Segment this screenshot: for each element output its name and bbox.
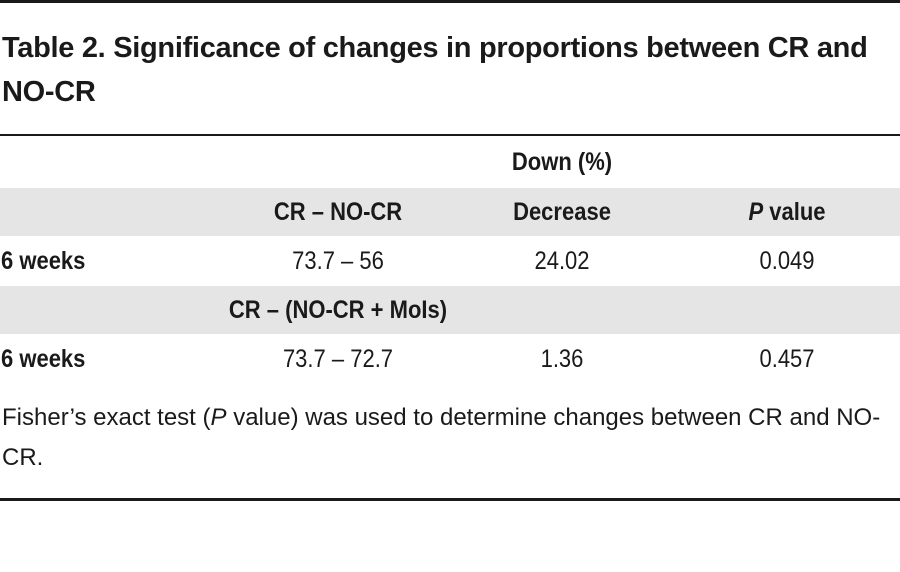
column-header-decrease: Decrease: [513, 198, 611, 226]
table-footnote: Fisher’s exact test (P value) was used t…: [2, 398, 892, 478]
footnote-pre: Fisher’s exact test (: [2, 404, 211, 431]
table-title: Table 2. Significance of changes in prop…: [2, 32, 868, 108]
row-2-label: 6 weeks: [1, 345, 86, 373]
row-2-comparison: 73.7 – 72.7: [282, 345, 394, 373]
title-rule: [0, 134, 900, 136]
column-header-comparison: CR – NO-CR: [273, 198, 403, 226]
bottom-rule: [0, 498, 900, 501]
group-header: Down (%): [511, 148, 613, 176]
row-1-decrease: 24.02: [534, 247, 590, 275]
row-1-label: 6 weeks: [1, 247, 86, 275]
row-2-p-value: 0.457: [759, 345, 815, 373]
column-header-p-value: P value: [699, 188, 875, 236]
row-2-decrease: 1.36: [540, 345, 584, 373]
footnote-p-italic: P: [210, 404, 227, 431]
header-band: [0, 188, 900, 236]
p-value-label: value: [763, 198, 826, 226]
p-italic: P: [748, 198, 764, 226]
top-rule: [0, 0, 900, 3]
row-1-p-value: 0.049: [759, 247, 815, 275]
subheader-band: [0, 286, 900, 334]
subheader-comparison: CR – (NO-CR + MoIs): [228, 296, 448, 324]
footnote-post: value) was used to determine changes bet…: [2, 404, 881, 471]
row-1-comparison: 73.7 – 56: [292, 247, 384, 275]
